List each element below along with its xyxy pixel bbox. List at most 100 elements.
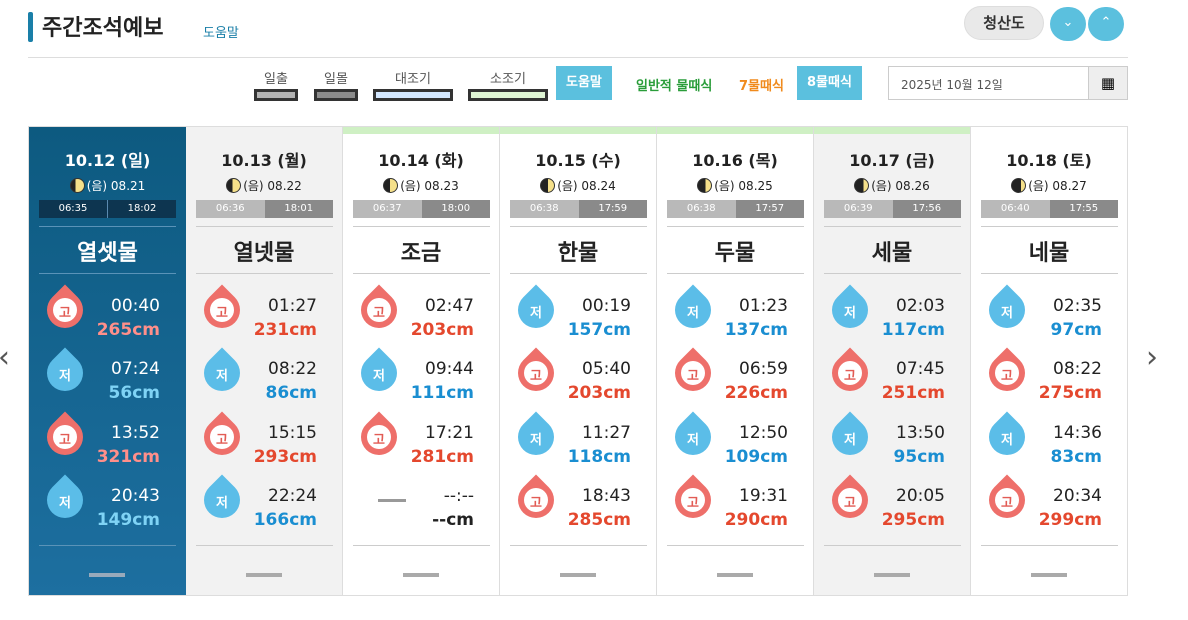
tide-type-label: 저: [687, 306, 699, 321]
footer-dash: [1031, 573, 1067, 577]
sun-times: 06:37 18:00: [353, 200, 490, 218]
tide-type-7[interactable]: 7물때식: [739, 79, 784, 94]
sun-times: 06:38 17:59: [510, 200, 647, 218]
tide-level: 137cm: [724, 320, 788, 340]
tide-level: 293cm: [253, 447, 317, 467]
tide-phase-name: 세물: [871, 241, 913, 266]
moon-icon: [69, 178, 85, 193]
date-field[interactable]: 2025년 10월 12일 ▦: [888, 66, 1128, 100]
day-column: 10.12 (일) (음) 08.21 06:35 18:02 열셋물 고 00:40 265…: [29, 127, 186, 595]
footer-dash: [717, 573, 753, 577]
tide-entry: 저 22:24 166cm: [196, 474, 333, 542]
tide-type-label: 저: [844, 306, 856, 321]
help-link[interactable]: 도움말: [203, 26, 239, 41]
tide-time: 13:50: [896, 423, 945, 443]
divider: [353, 545, 490, 546]
moon-phase: (음) 08.21: [29, 177, 186, 194]
tide-entry: 고 18:43 285cm: [510, 474, 647, 542]
sunrise-time: 06:38: [510, 200, 579, 218]
chevron-up-icon[interactable]: ⌃: [1088, 7, 1124, 41]
tide-phase-name: 조금: [400, 241, 442, 266]
location-button[interactable]: 청산도: [964, 6, 1044, 40]
divider: [353, 226, 490, 227]
next-arrow-icon[interactable]: ›: [1146, 340, 1158, 375]
tide-time: 20:05: [896, 486, 945, 506]
tide-time: 12:50: [739, 423, 788, 443]
day-column: 10.13 (월) (음) 08.22 06:36 18:01 열넷물 고 01:27 231…: [186, 127, 343, 595]
moon-icon: [383, 178, 399, 193]
tide-time: 08:22: [268, 359, 317, 379]
legend-sunrise: 일출: [254, 68, 298, 101]
calendar-icon[interactable]: ▦: [1088, 67, 1127, 99]
moon-phase: (음) 08.25: [657, 177, 813, 194]
sunrise-time: 06:36: [196, 200, 265, 218]
tide-level: 56cm: [108, 383, 160, 403]
tide-type-label: 저: [373, 369, 385, 384]
tide-time: 01:27: [268, 296, 317, 316]
day-date: 10.12 (일): [64, 151, 151, 170]
moon-icon: [540, 178, 556, 193]
day-date: 10.18 (토): [1006, 151, 1092, 170]
tide-level: 265cm: [96, 320, 160, 340]
chevron-down-icon[interactable]: ⌄: [1050, 7, 1086, 41]
tide-level: 95cm: [893, 447, 945, 467]
tide-type-label: 고: [530, 369, 542, 384]
tide-level: 203cm: [567, 383, 631, 403]
tide-type-label: 저: [530, 306, 542, 321]
day-date: 10.14 (화): [378, 151, 464, 170]
tide-level: 226cm: [724, 383, 788, 403]
tide-time: 05:40: [582, 359, 631, 379]
tide-type-label: 고: [373, 433, 385, 448]
moon-phase: (음) 08.27: [971, 177, 1127, 194]
tide-entry: 고 20:34 299cm: [981, 474, 1118, 542]
tide-time: 00:40: [111, 296, 160, 316]
title-accent: [28, 12, 33, 42]
tide-level: 97cm: [1050, 320, 1102, 340]
footer-dash: [246, 573, 282, 577]
tide-type-normal[interactable]: 일반적 물때식: [636, 79, 713, 94]
tide-entry: 저 01:23 137cm: [667, 284, 804, 352]
tide-level: 86cm: [265, 383, 317, 403]
tide-level: 321cm: [96, 447, 160, 467]
empty-dash: [378, 499, 406, 502]
divider: [667, 226, 804, 227]
tide-entry: 고 17:21 281cm: [353, 411, 490, 479]
tide-entry: 저 11:27 118cm: [510, 411, 647, 479]
tide-level: 295cm: [881, 510, 945, 530]
prev-arrow-icon[interactable]: ‹: [0, 340, 10, 375]
moon-icon: [697, 178, 713, 193]
tide-level: 118cm: [567, 447, 631, 467]
tide-entry: 저 02:03 117cm: [824, 284, 961, 352]
tide-level: 149cm: [96, 510, 160, 530]
tide-phase-name: 열셋물: [77, 241, 138, 266]
divider: [39, 226, 176, 227]
help-button[interactable]: 도움말: [556, 66, 612, 100]
tide-level: 275cm: [1038, 383, 1102, 403]
tide-phase-name: 네물: [1028, 241, 1070, 266]
tide-time: 01:23: [739, 296, 788, 316]
divider: [510, 545, 647, 546]
sunrise-time: 06:38: [667, 200, 736, 218]
tide-type-label: 저: [1001, 306, 1013, 321]
tide-level: 299cm: [1038, 510, 1102, 530]
tide-time: --:--: [443, 486, 474, 506]
tide-level: 290cm: [724, 510, 788, 530]
legend-neap-tide: 소조기: [468, 68, 548, 101]
day-date: 10.17 (금): [849, 151, 935, 170]
divider: [196, 226, 333, 227]
tide-time: 19:31: [739, 486, 788, 506]
tide-type-label: 고: [844, 496, 856, 511]
tide-entry: 저 13:50 95cm: [824, 411, 961, 479]
tide-time: 02:35: [1053, 296, 1102, 316]
tide-level: 166cm: [253, 510, 317, 530]
tide-level: 117cm: [881, 320, 945, 340]
tide-level: 157cm: [567, 320, 631, 340]
tide-type-label: 고: [216, 433, 228, 448]
tide-type-8-button[interactable]: 8물때식: [797, 66, 862, 100]
sunset-time: 18:00: [421, 200, 490, 218]
tide-time: 02:03: [896, 296, 945, 316]
divider: [39, 273, 176, 274]
divider: [981, 545, 1118, 546]
tide-entry: 저 14:36 83cm: [981, 411, 1118, 479]
tide-level: 111cm: [410, 383, 474, 403]
